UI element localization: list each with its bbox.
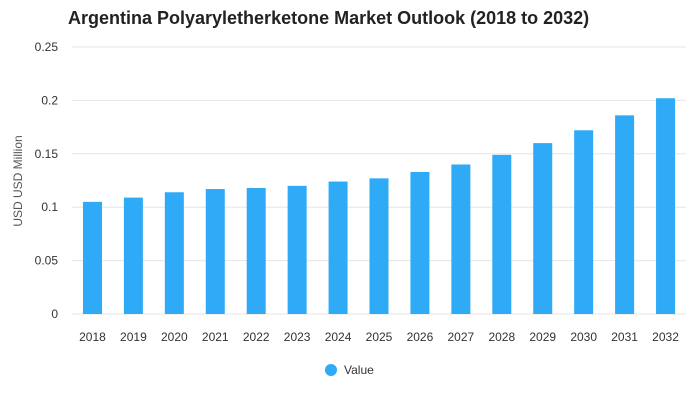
- bar-2020[interactable]: [164, 192, 184, 314]
- bar-2032[interactable]: [656, 98, 676, 314]
- bar-2025[interactable]: [369, 178, 389, 314]
- y-tick-label: 0.2: [41, 93, 58, 107]
- chart-title: Argentina Polyaryletherketone Market Out…: [68, 8, 590, 28]
- x-tick-label: 2025: [366, 330, 393, 344]
- legend[interactable]: Value: [325, 363, 374, 377]
- y-tick-label: 0.1: [41, 200, 58, 214]
- x-tick-label: 2032: [652, 330, 679, 344]
- y-tick-label: 0.25: [35, 40, 59, 54]
- bar-2022[interactable]: [246, 187, 266, 314]
- x-tick-label: 2019: [120, 330, 147, 344]
- x-tick-label: 2023: [284, 330, 311, 344]
- bar-2030[interactable]: [574, 130, 594, 314]
- bars: [82, 98, 676, 315]
- x-tick-label: 2030: [570, 330, 597, 344]
- bar-2023[interactable]: [287, 185, 307, 314]
- y-tick-label: 0.15: [35, 147, 59, 161]
- x-tick-label: 2027: [448, 330, 475, 344]
- x-tick-label: 2018: [79, 330, 106, 344]
- bar-2029[interactable]: [533, 143, 553, 314]
- bar-2021[interactable]: [205, 189, 225, 314]
- x-tick-label: 2028: [488, 330, 515, 344]
- x-tick-label: 2026: [407, 330, 434, 344]
- bar-2024[interactable]: [328, 181, 348, 314]
- x-tick-label: 2020: [161, 330, 188, 344]
- legend-swatch-value: [325, 364, 337, 376]
- bar-2031[interactable]: [615, 115, 635, 315]
- y-axis-ticks: 0 0.05 0.1 0.15 0.2 0.25: [35, 40, 59, 321]
- x-tick-label: 2029: [529, 330, 556, 344]
- legend-label-value: Value: [344, 363, 374, 377]
- y-axis-title: USD USD Million: [11, 135, 25, 226]
- x-tick-label: 2031: [611, 330, 638, 344]
- x-tick-label: 2024: [325, 330, 352, 344]
- bar-2019[interactable]: [123, 197, 143, 314]
- x-tick-label: 2022: [243, 330, 270, 344]
- bar-2027[interactable]: [451, 164, 471, 314]
- x-tick-label: 2021: [202, 330, 229, 344]
- bar-2026[interactable]: [410, 171, 430, 314]
- y-tick-label: 0.05: [35, 254, 59, 268]
- bar-2028[interactable]: [492, 154, 512, 314]
- y-tick-label: 0: [51, 307, 58, 321]
- x-axis-ticks: 2018 2019 2020 2021 2022 2023 2024 2025 2026 2027…: [79, 330, 679, 344]
- bar-2018[interactable]: [82, 201, 102, 314]
